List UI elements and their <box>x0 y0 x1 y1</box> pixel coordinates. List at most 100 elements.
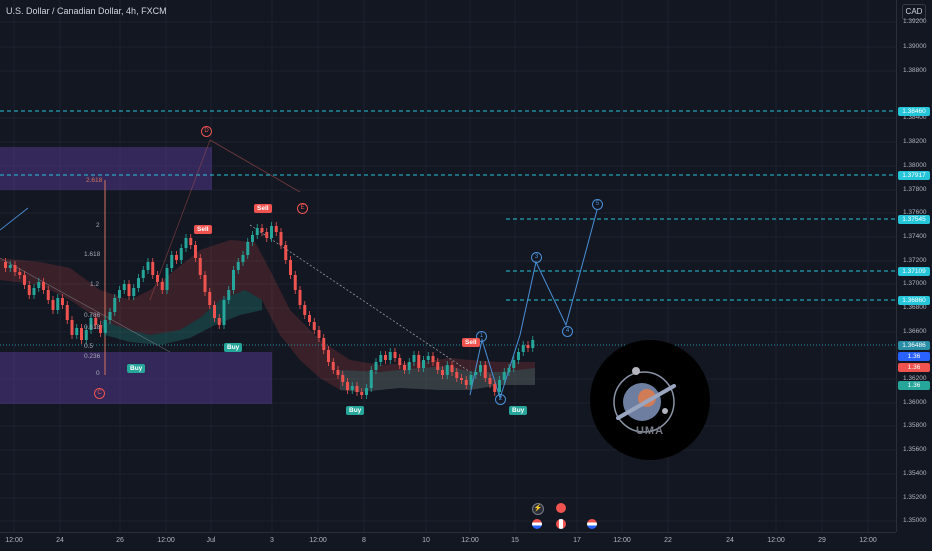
chart-canvas[interactable] <box>0 0 896 532</box>
candle-body <box>260 228 264 232</box>
candle-body <box>198 258 202 275</box>
time-tick-label: 24 <box>726 537 734 544</box>
candle-body <box>137 278 140 288</box>
candle-body <box>407 362 411 370</box>
candle-body <box>298 290 302 305</box>
candle-body <box>208 292 212 305</box>
symbol-title: U.S. Dollar / Canadian Dollar, 4h, FXCM <box>6 6 167 16</box>
candle-body <box>103 320 107 333</box>
candle-body <box>265 232 269 238</box>
fib-level-label: 0 <box>96 370 100 377</box>
lightning-icon[interactable]: ⚡ <box>532 503 544 515</box>
candle-body <box>322 338 326 350</box>
alert-icon[interactable] <box>556 503 566 513</box>
time-tick-label: 15 <box>511 537 519 544</box>
chart-area[interactable]: U.S. Dollar / Canadian Dollar, 4h, FXCM … <box>0 0 896 532</box>
candle-body <box>241 255 245 262</box>
candle-body <box>431 356 435 362</box>
fib-level-label: 0.236 <box>84 353 101 360</box>
candle-body <box>113 298 117 312</box>
time-tick-label: 12:00 <box>309 537 327 544</box>
candle-body <box>488 378 492 384</box>
chart-grid <box>0 0 896 532</box>
time-tick-label: 12:00 <box>461 537 479 544</box>
candle-body <box>512 360 516 368</box>
wave-label: D <box>201 126 212 137</box>
price-tick-label: 1.35400 <box>903 470 927 477</box>
currency-badge[interactable]: CAD <box>902 4 926 20</box>
price-tag: 1.36486 <box>898 340 930 350</box>
price-tick-label: 1.35200 <box>903 494 927 501</box>
candle-body <box>469 375 473 385</box>
time-tick-label: 24 <box>56 537 64 544</box>
candle-body <box>308 315 311 322</box>
time-axis[interactable] <box>0 532 896 551</box>
price-axis[interactable] <box>896 0 932 532</box>
price-tick-label: 1.37000 <box>903 280 927 287</box>
candle-body <box>379 355 383 362</box>
candle-body <box>127 284 131 296</box>
price-tag: 1.36 <box>898 380 930 390</box>
candle-body <box>346 382 349 390</box>
candle-body <box>521 345 525 352</box>
time-tick-label: 26 <box>116 537 124 544</box>
candle-body <box>455 372 459 378</box>
fib-level-label: 0.786 <box>84 312 101 319</box>
candle-body <box>279 232 283 245</box>
candle-body <box>42 282 45 290</box>
price-tick-label: 1.35600 <box>903 446 927 453</box>
candles <box>4 222 535 399</box>
price-tick-label: 1.38400 <box>903 114 927 121</box>
time-tick-label: 29 <box>818 537 826 544</box>
fib-level-label: 1.618 <box>84 251 101 258</box>
candle-body <box>422 360 425 368</box>
candle-body <box>232 270 235 290</box>
candle-body <box>436 362 440 370</box>
candle-body <box>32 288 36 295</box>
time-tick-label: 22 <box>664 537 672 544</box>
candle-body <box>393 352 397 358</box>
price-tick-label: 1.38800 <box>903 67 927 74</box>
pattern-line-2 <box>149 139 211 301</box>
cloud-band-red <box>0 240 535 392</box>
candle-body <box>327 350 330 362</box>
candle-body <box>464 380 468 385</box>
time-tick-label: 12:00 <box>613 537 631 544</box>
price-tag: 1.36 <box>898 362 930 372</box>
price-tag: 1.36860 <box>898 295 930 305</box>
candle-body <box>37 282 41 288</box>
price-tick-label: 1.37600 <box>903 209 927 216</box>
fib-level-label: 1.2 <box>90 281 100 288</box>
wave-label: C <box>94 388 105 399</box>
candle-body <box>502 372 506 380</box>
candle-body <box>412 355 416 362</box>
candle-body <box>217 318 221 325</box>
candle-body <box>179 248 183 260</box>
buy-signal: Buy <box>224 343 243 352</box>
candle-body <box>284 245 288 260</box>
candle-body <box>194 245 197 258</box>
candle-body <box>384 355 387 360</box>
candle-body <box>23 275 26 285</box>
candle-body <box>236 262 240 270</box>
wave-label: 2 <box>495 394 506 405</box>
us-flag-icon[interactable] <box>532 519 542 529</box>
candle-body <box>526 345 530 348</box>
price-tick-label: 1.36600 <box>903 328 927 335</box>
candle-body <box>374 362 378 370</box>
candle-body <box>312 322 316 330</box>
candle-body <box>350 386 354 390</box>
us-flag-icon[interactable] <box>587 519 597 529</box>
candle-body <box>146 262 150 270</box>
candle-body <box>460 378 463 380</box>
candle-body <box>483 365 487 378</box>
candle-body <box>75 328 79 335</box>
candle-body <box>51 300 55 310</box>
candle-body <box>507 368 511 372</box>
candle-body <box>417 355 421 368</box>
price-tick-label: 1.35000 <box>903 517 927 524</box>
ca-flag-icon[interactable] <box>556 519 566 529</box>
candle-body <box>61 298 64 305</box>
sell-signal: Sell <box>462 338 480 347</box>
candle-body <box>398 358 402 365</box>
